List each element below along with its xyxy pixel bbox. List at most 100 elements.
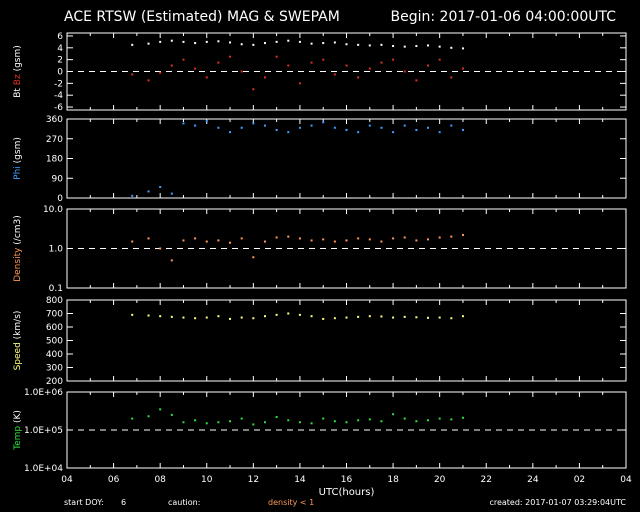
data-point-bt: [415, 45, 418, 48]
data-point-temp: [263, 421, 266, 424]
data-point-phi: [427, 126, 430, 129]
panel-frame-speed: [66, 299, 627, 382]
y-axis-label-part: Density: [13, 247, 23, 282]
data-point-speed: [217, 315, 220, 318]
data-point-speed: [252, 317, 255, 320]
caution-label: caution:: [168, 498, 201, 507]
data-point-density: [403, 236, 406, 239]
data-point-bz: [357, 76, 360, 79]
data-point-bz: [427, 64, 430, 67]
data-point-speed: [415, 316, 418, 319]
y-axis-label-phi: Phi (gsm): [13, 137, 23, 180]
data-point-temp: [380, 420, 383, 423]
y-axis-label-part: Temp: [13, 426, 23, 451]
data-point-bz: [333, 73, 336, 76]
data-point-phi: [287, 131, 290, 134]
data-point-bt: [392, 45, 395, 48]
caution-text: density < 1: [268, 498, 315, 507]
data-point-bz: [170, 64, 173, 67]
data-point-bz: [205, 76, 208, 79]
data-point-speed: [461, 315, 464, 318]
data-point-bz: [194, 67, 197, 70]
data-point-bz: [310, 61, 313, 64]
y-axis-label-part: (gsm): [13, 45, 23, 74]
y-tick-label-speed: 600: [46, 323, 63, 333]
y-axis-label-part: (km/s): [13, 311, 23, 343]
data-point-bt: [403, 45, 406, 48]
data-point-density: [322, 238, 325, 241]
data-point-density: [170, 259, 173, 262]
y-axis-label-density: Density (/cm3): [13, 215, 23, 282]
y-tick-label-speed: 300: [46, 364, 63, 374]
data-point-density: [159, 247, 162, 250]
data-point-speed: [205, 316, 208, 319]
data-point-density: [217, 239, 220, 242]
y-tick-label-temp: 1.0E+05: [24, 426, 63, 436]
data-point-speed: [298, 313, 301, 316]
x-tick-label: 16: [341, 475, 353, 485]
data-point-temp: [287, 419, 290, 422]
data-point-bz: [159, 71, 162, 74]
data-point-speed: [159, 315, 162, 318]
data-point-temp: [182, 421, 185, 424]
data-point-phi: [240, 126, 243, 129]
data-point-phi: [322, 121, 325, 124]
data-point-bt: [229, 41, 232, 44]
data-point-phi: [450, 124, 453, 127]
data-point-speed: [287, 312, 290, 315]
y-tick-label-speed: 700: [46, 310, 63, 320]
data-point-density: [450, 235, 453, 238]
data-point-temp: [392, 413, 395, 416]
data-point-bz: [392, 58, 395, 61]
data-point-bz: [345, 64, 348, 67]
data-point-bz: [298, 82, 301, 85]
data-point-temp: [252, 423, 255, 426]
data-point-speed: [229, 317, 232, 320]
data-point-temp: [368, 418, 371, 421]
x-axis-label: UTC(hours): [319, 487, 375, 498]
data-point-temp: [310, 422, 313, 425]
data-point-density: [310, 239, 313, 242]
x-tick-label: 22: [481, 475, 492, 485]
y-tick-label-temp: 1.0E+04: [24, 464, 63, 474]
data-point-density: [357, 237, 360, 240]
data-point-temp: [345, 421, 348, 424]
data-point-phi: [194, 124, 197, 127]
start-doy-value: 6: [121, 498, 127, 507]
data-point-speed: [194, 317, 197, 320]
y-tick-label-phi: 90: [52, 174, 64, 184]
data-point-phi: [415, 128, 418, 131]
data-point-bt: [275, 40, 278, 43]
data-point-phi: [345, 128, 348, 131]
data-point-bz: [380, 61, 383, 64]
data-point-bz: [131, 73, 134, 76]
x-tick-label: 14: [294, 475, 306, 485]
data-point-density: [240, 237, 243, 240]
data-point-bz: [147, 79, 150, 82]
y-axis-label-part: (/cm3): [13, 215, 23, 247]
data-point-speed: [380, 315, 383, 318]
y-axis-label-mag: Bt Bz (gsm): [13, 45, 23, 98]
data-point-temp: [333, 420, 336, 423]
data-point-bt: [357, 43, 360, 46]
chart-title: ACE RTSW (Estimated) MAG & SWEPAM: [64, 9, 340, 25]
y-tick-label-phi: 360: [46, 115, 63, 125]
data-point-temp: [194, 419, 197, 422]
data-point-phi: [229, 131, 232, 134]
data-point-bz: [263, 76, 266, 79]
data-point-density: [252, 256, 255, 259]
data-point-bz: [275, 55, 278, 58]
data-point-bt: [170, 39, 173, 42]
data-point-temp: [170, 413, 173, 416]
data-point-bt: [438, 45, 441, 48]
data-point-speed: [170, 315, 173, 318]
y-axis-label-part: Phi: [13, 166, 23, 180]
data-point-bz: [368, 67, 371, 70]
data-point-bt: [205, 40, 208, 43]
data-point-speed: [392, 316, 395, 319]
x-tick-label: 18: [387, 475, 399, 485]
data-point-bz: [217, 61, 220, 64]
data-point-density: [438, 236, 441, 239]
data-point-bz: [240, 70, 243, 73]
